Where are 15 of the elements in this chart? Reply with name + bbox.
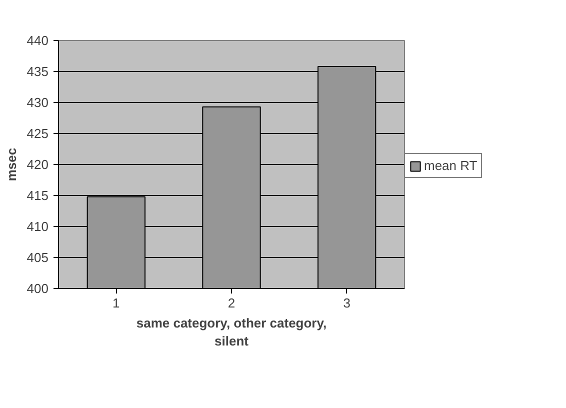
x-tick-label: 3 <box>343 296 350 310</box>
y-tick-label: 435 <box>26 64 49 79</box>
y-tick-label: 425 <box>26 126 49 141</box>
y-tick-label: 430 <box>26 95 49 110</box>
x-tick-label: 1 <box>112 296 120 310</box>
x-tick-label: 2 <box>228 296 236 310</box>
y-axis-title: msec <box>4 148 19 182</box>
y-tick-label: 405 <box>26 250 49 265</box>
y-tick-label: 415 <box>26 188 49 203</box>
x-axis-title: same category, other category, silent <box>136 316 327 348</box>
y-tick-label: 400 <box>26 281 49 296</box>
y-tick-label: 410 <box>26 219 49 234</box>
y-tick-label: 440 <box>26 33 49 48</box>
legend-label: mean RT <box>424 158 478 173</box>
y-tick-label: 420 <box>26 157 49 172</box>
